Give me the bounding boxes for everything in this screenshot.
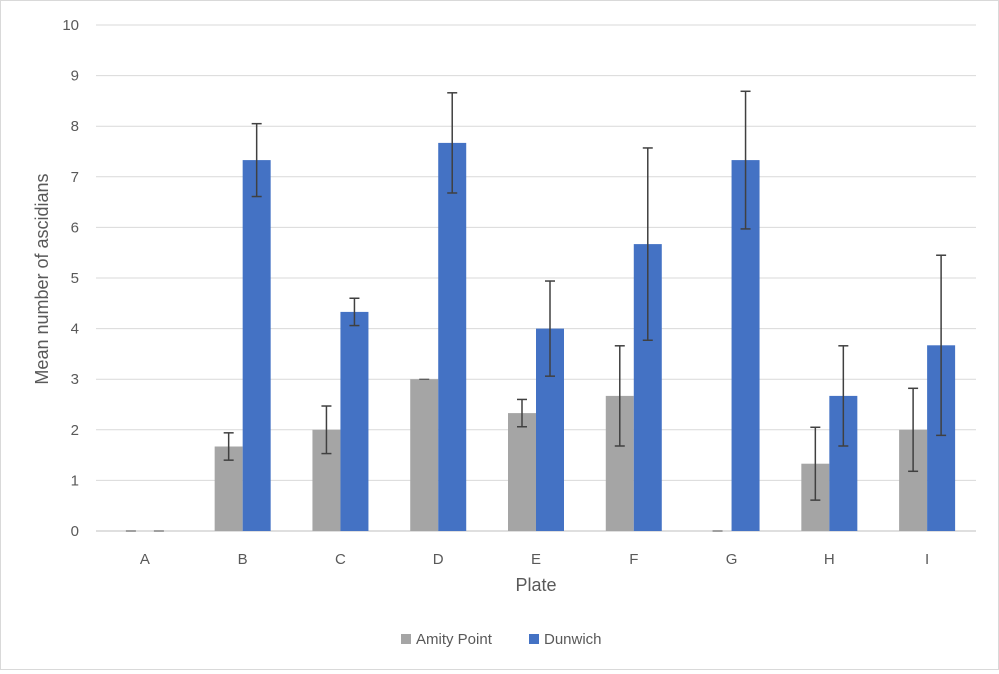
bar-amity-point-E <box>508 413 536 531</box>
bar-amity-point-D <box>410 379 439 531</box>
x-tick-label: C <box>335 551 346 568</box>
y-axis-title: Mean number of ascidians <box>32 173 52 384</box>
y-tick-label: 4 <box>71 321 79 338</box>
error-bars <box>125 90 947 532</box>
x-tick-label: G <box>726 551 738 568</box>
y-tick-label: 0 <box>71 523 79 540</box>
y-tick-label: 3 <box>71 371 79 388</box>
x-axis-title: Plate <box>515 575 556 595</box>
x-tick-label: H <box>824 551 835 568</box>
bar-dunwich-D <box>438 142 467 531</box>
bar-dunwich-C <box>340 311 369 531</box>
legend-label: Amity Point <box>416 631 493 648</box>
legend-swatch <box>401 634 411 644</box>
x-tick-label: B <box>238 551 248 568</box>
legend-swatch <box>529 634 539 644</box>
y-tick-label: 6 <box>71 219 79 236</box>
y-tick-label: 8 <box>71 118 79 135</box>
y-tick-label: 9 <box>71 68 79 85</box>
y-tick-label: 7 <box>71 169 79 186</box>
bars <box>214 142 956 532</box>
y-tick-label: 5 <box>71 270 79 287</box>
x-tick-labels: A B C D E F G H I <box>140 551 929 568</box>
legend: Amity Point Dunwich <box>401 631 602 648</box>
x-tick-label: A <box>140 551 150 568</box>
y-tick-label: 10 <box>62 17 79 34</box>
y-tick-labels: 0 1 2 3 4 5 6 7 8 9 10 <box>62 17 79 540</box>
y-tick-label: 1 <box>71 472 79 489</box>
x-tick-label: I <box>925 551 929 568</box>
x-tick-label: F <box>629 551 638 568</box>
x-tick-label: E <box>531 551 541 568</box>
legend-label: Dunwich <box>544 631 602 648</box>
x-tick-label: D <box>433 551 444 568</box>
y-tick-label: 2 <box>71 422 79 439</box>
bar-dunwich-B <box>242 160 271 532</box>
